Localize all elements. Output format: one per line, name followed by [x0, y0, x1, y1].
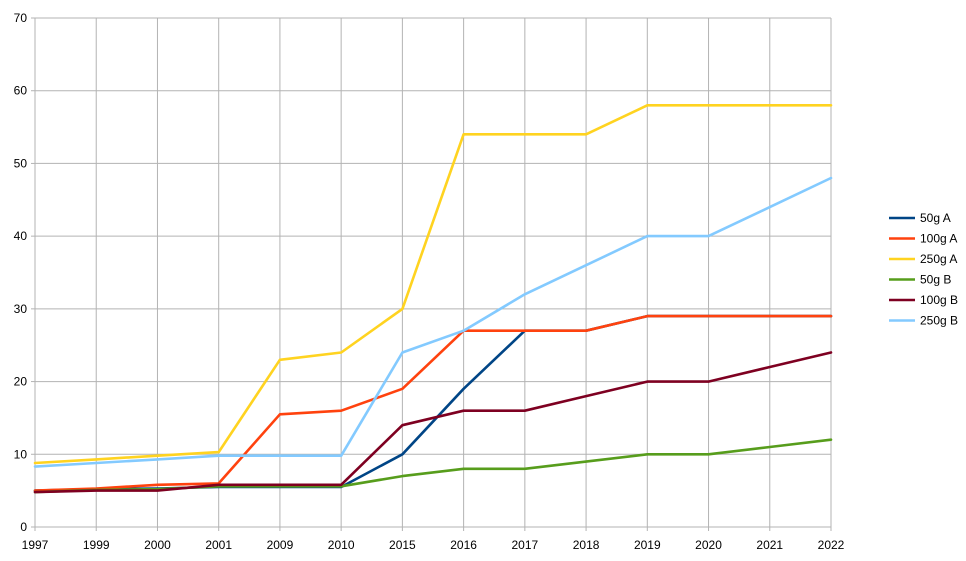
x-tick-label: 2021	[756, 538, 783, 552]
x-tick-label: 2009	[267, 538, 294, 552]
axes	[31, 17, 831, 528]
legend-label: 250g B	[920, 314, 958, 328]
legend: 50g A 100g A 250g A 50g B 100g B 250g B	[889, 211, 958, 328]
series-lines	[33, 104, 833, 494]
y-tick-label: 0	[20, 520, 27, 534]
x-tick-label: 2000	[144, 538, 171, 552]
legend-label: 100g A	[920, 232, 957, 246]
legend-label: 50g B	[920, 273, 951, 287]
x-tick-label: 2015	[389, 538, 416, 552]
y-tick-label: 30	[14, 302, 28, 316]
y-tick-label: 20	[14, 375, 28, 389]
x-tick-label: 2016	[450, 538, 477, 552]
series-line-100g-a	[33, 314, 833, 492]
legend-label: 100g B	[920, 293, 958, 307]
gridlines	[34, 17, 832, 531]
x-tick-label: 1999	[83, 538, 110, 552]
x-tick-label: 2022	[818, 538, 845, 552]
x-tick-label: 2018	[573, 538, 600, 552]
x-tick-label: 2019	[634, 538, 661, 552]
series-line-250g-b	[33, 176, 833, 468]
legend-label: 250g A	[920, 252, 957, 266]
y-tick-label: 40	[14, 229, 28, 243]
y-tick-label: 60	[14, 84, 28, 98]
y-tick-labels: 0 10 20 30 40 50 60 70	[14, 11, 28, 534]
x-tick-label: 2020	[695, 538, 722, 552]
x-tick-label: 2017	[511, 538, 538, 552]
y-tick-label: 70	[14, 11, 28, 25]
series-line-250g-a	[33, 104, 833, 465]
series-line-100g-b	[33, 351, 833, 494]
x-tick-label: 2001	[205, 538, 232, 552]
x-tick-labels: 1997 1999 2000 2001 2009 2010 2015 2016 2017 2018…	[22, 538, 845, 552]
y-tick-label: 50	[14, 156, 28, 170]
x-tick-label: 2010	[328, 538, 355, 552]
legend-label: 50g A	[920, 211, 951, 225]
y-tick-label: 10	[14, 447, 28, 461]
x-tick-label: 1997	[22, 538, 49, 552]
